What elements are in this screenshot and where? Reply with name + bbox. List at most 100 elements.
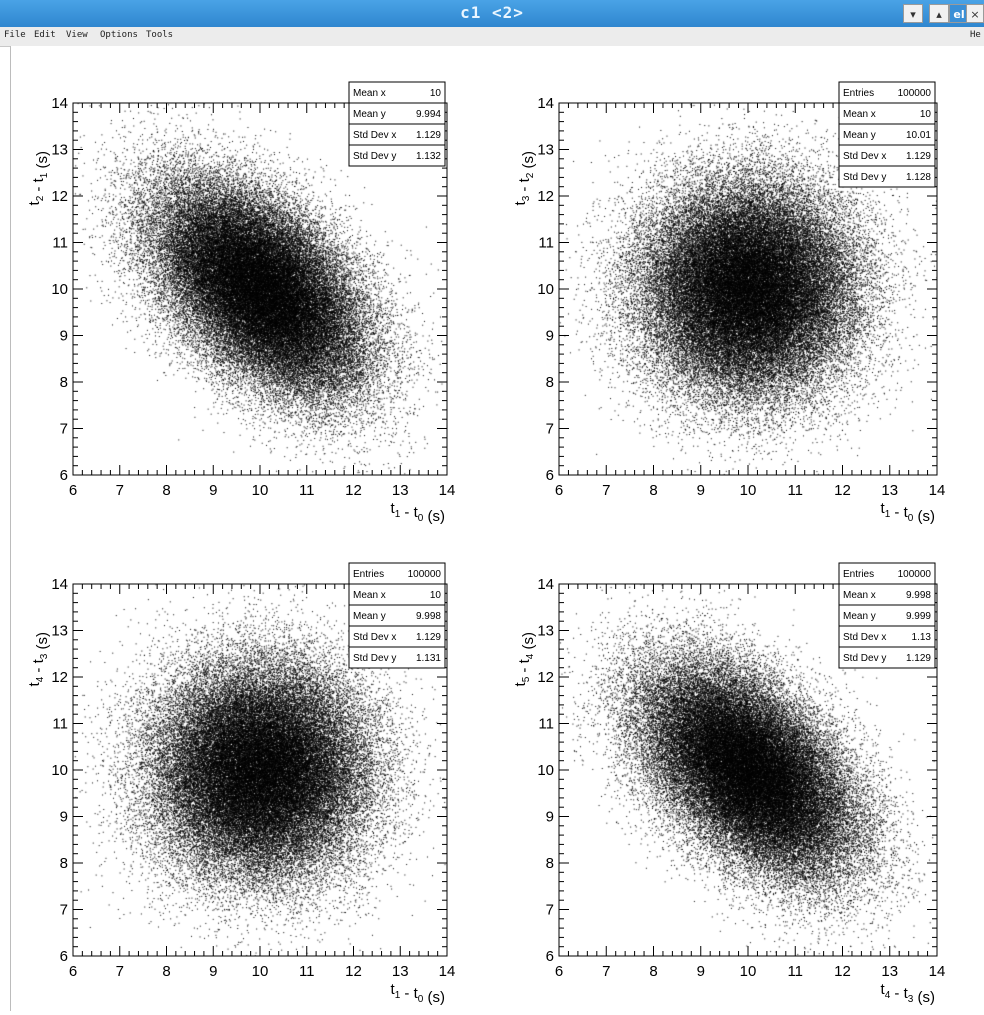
menu-view[interactable]: View [66,30,88,40]
x-tick-label: 8 [162,963,170,980]
stats-label: Std Dev x [353,130,396,141]
y-tick-label: 10 [537,281,554,298]
menu-file[interactable]: File [4,30,26,40]
root-canvas[interactable]: 6 7 8 9 10 11 12 13 14 6 7 8 9 10 11 12 13 14 t1 - t0 (s) t… [10,46,984,1011]
close-button[interactable]: × [966,4,984,23]
y-axis-title-part: 3 [521,195,532,201]
y-axis-title-part: (s) [520,632,537,654]
window-title: c1 <2> [460,3,524,22]
x-tick-label: 13 [392,963,409,980]
stats-box[interactable]: Mean x 10 Mean y 9.994 Std Dev x 1.129 Std Dev… [348,81,446,167]
y-tick-label: 8 [546,374,554,391]
x-axis-title-part: - t [400,504,418,521]
stats-label: Std Dev x [843,632,886,643]
x-tick-label: 9 [209,482,217,499]
x-tick-label: 11 [299,482,315,499]
y-tick-label: 10 [537,762,554,779]
y-tick-label: 12 [51,669,68,686]
x-axis-title-part: (s) [913,989,935,1006]
y-tick-label: 6 [60,467,68,484]
y-axis-title: t3 - t2 (s) [512,151,537,205]
y-tick-label: 12 [51,188,68,205]
stats-value: 10 [430,88,442,99]
menu-tools[interactable]: Tools [146,30,174,40]
y-axis-title-part: - t [30,177,47,195]
y-tick-label: 13 [537,623,554,640]
stats-box[interactable]: Entries 100000 Mean x 10 Mean y 10.01 Std Dev … [838,81,936,188]
stats-value: 10 [430,590,442,601]
x-tick-label: 9 [697,963,705,980]
x-axis-title: t1 - t0 (s) [391,500,445,525]
x-tick-label: 14 [439,482,456,499]
x-axis-title-part: t [881,500,886,517]
y-tick-label: 10 [51,281,68,298]
stats-label: Mean y [843,611,876,622]
y-tick-label: 8 [60,374,68,391]
stats-box-frame [838,562,936,669]
window-titlebar[interactable]: c1 <2> ▾ ▴ el × [0,0,984,27]
x-tick-label: 7 [116,963,124,980]
y-tick-label: 11 [52,235,68,252]
x-tick-label: 12 [834,963,851,980]
x-tick-label: 10 [740,963,757,980]
x-tick-label: 7 [116,482,124,499]
x-tick-label: 14 [929,482,946,499]
y-axis-title-part: - t [516,658,533,676]
menu-edit[interactable]: Edit [34,30,56,40]
stats-label: Std Dev x [353,632,396,643]
stats-box-frame [348,562,446,669]
x-axis-title-part: - t [400,985,418,1002]
y-tick-label: 11 [538,235,554,252]
x-tick-label: 9 [209,963,217,980]
y-axis-title-part: 5 [521,676,532,682]
stats-box[interactable]: Entries 100000 Mean x 9.998 Mean y 9.999 Std D… [838,562,936,669]
menu-options[interactable]: Options [100,30,138,40]
x-tick-label: 11 [299,963,315,980]
stats-label: Entries [843,569,874,580]
y-tick-label: 9 [60,809,68,826]
stats-value: 1.132 [416,151,441,162]
y-tick-label: 14 [51,95,68,112]
y-axis-title-part: (s) [34,632,51,654]
x-axis-title-part: (s) [423,989,445,1006]
x-tick-label: 8 [649,963,657,980]
x-tick-label: 13 [392,482,409,499]
y-axis-title: t2 - t1 (s) [26,151,51,205]
stats-value: 10.01 [906,130,931,141]
y-tick-label: 11 [52,716,68,733]
x-axis-title-part: 4 [885,990,891,1001]
stats-value: 100000 [408,569,442,580]
x-tick-label: 9 [697,482,705,499]
x-tick-label: 13 [881,482,898,499]
stats-value: 1.13 [912,632,932,643]
y-axis-title-part: t [512,681,529,686]
stats-label: Mean x [843,109,876,120]
x-axis-title-part: 0 [418,994,424,1005]
y-tick-label: 9 [546,328,554,345]
y-axis-title-part: - t [516,177,533,195]
stats-box[interactable]: Entries 100000 Mean x 10 Mean y 9.998 Std Dev … [348,562,446,669]
stats-value: 9.994 [416,109,441,120]
y-axis-title-part: 2 [525,172,536,178]
menu-help[interactable]: He [970,30,981,40]
y-tick-label: 9 [546,809,554,826]
y-axis-title-part: 4 [525,653,536,659]
stats-label: Std Dev y [353,653,396,664]
x-tick-label: 10 [252,482,269,499]
stats-label: Mean x [843,590,876,601]
stats-box-frame [838,81,936,188]
y-tick-label: 6 [546,467,554,484]
y-axis-title-part: 4 [35,676,46,682]
x-tick-label: 12 [345,963,362,980]
x-axis-title-part: (s) [423,508,445,525]
y-tick-label: 12 [537,188,554,205]
y-tick-label: 10 [51,762,68,779]
y-tick-label: 7 [60,421,68,438]
y-tick-label: 6 [546,948,554,965]
minimize-button[interactable]: ▾ [903,4,923,23]
maximize-button[interactable]: ▴ [929,4,949,23]
